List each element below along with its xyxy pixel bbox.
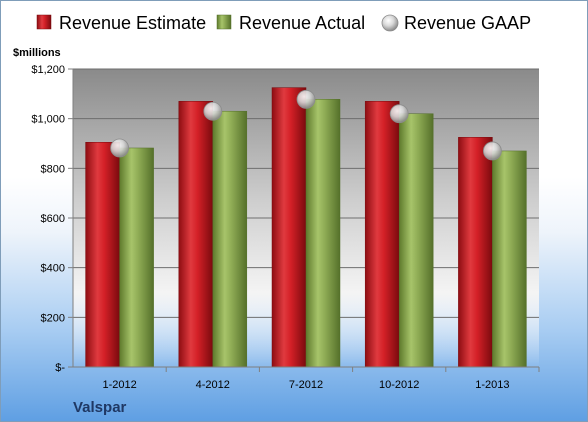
marker-revenue-gaap (110, 138, 129, 158)
x-tick-label: 1-2013 (475, 379, 509, 391)
company-label: Valspar (73, 399, 127, 416)
y-axis: $- $200 $400 $600 $800 $1,000 $1,200 (31, 64, 74, 374)
x-tick-label: 1-2012 (102, 379, 136, 391)
y-tick-label: $800 (41, 163, 65, 175)
marker-revenue-gaap (203, 101, 223, 121)
legend-label: Revenue GAAP (404, 13, 531, 33)
bar-revenue-actual (398, 113, 434, 368)
legend-label: Revenue Actual (239, 13, 365, 33)
bar-revenue-actual (119, 147, 154, 368)
marker-revenue-gaap (482, 141, 502, 161)
x-tick-label: 4-2012 (196, 379, 230, 391)
bar-revenue-estimate (85, 142, 120, 368)
unit-label: $millions (13, 47, 61, 59)
bar-revenue-actual (212, 110, 248, 368)
legend-swatch-revenue-gaap (381, 14, 399, 32)
y-tick-label: $1,200 (31, 64, 65, 76)
bar-revenue-estimate (364, 101, 400, 368)
y-tick-label: $200 (41, 312, 65, 324)
bar-series (85, 87, 527, 368)
legend-swatch-revenue-estimate (36, 14, 52, 30)
x-tick-label: 10-2012 (379, 379, 419, 391)
y-tick-label: $1,000 (31, 114, 65, 126)
marker-revenue-gaap (296, 89, 316, 109)
bar-revenue-actual (492, 150, 527, 368)
legend-label: Revenue Estimate (59, 13, 206, 33)
bar-revenue-actual (305, 99, 341, 368)
chart-legend: Revenue Estimate Revenue Actual Revenue GA… (36, 13, 531, 33)
marker-revenue-gaap (389, 104, 409, 124)
y-tick-label: $- (55, 362, 65, 374)
bar-revenue-estimate (271, 87, 307, 368)
bar-revenue-estimate (178, 101, 214, 368)
y-tick-label: $600 (41, 213, 65, 225)
bar-revenue-estimate (458, 137, 493, 368)
gaap-markers (110, 89, 502, 161)
legend-swatch-revenue-actual (216, 14, 232, 30)
y-tick-label: $400 (41, 263, 65, 275)
x-axis: 1-2012 4-2012 7-2012 10-2012 1-2013 (73, 366, 540, 391)
x-tick-label: 7-2012 (289, 379, 323, 391)
